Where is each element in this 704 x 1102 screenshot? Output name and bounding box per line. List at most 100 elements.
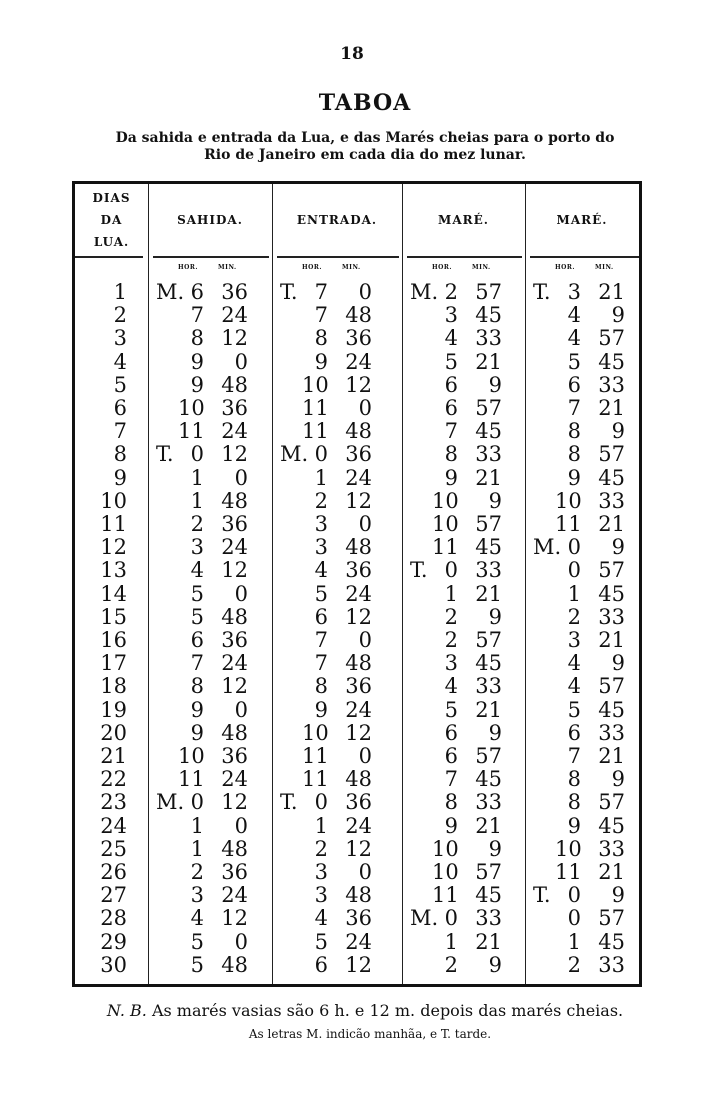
mare-1-minute: 9	[488, 372, 502, 397]
mare-2-hour: 8	[567, 442, 581, 467]
entrada-minute: 36	[345, 906, 372, 931]
mare-2-hour: 0	[567, 883, 581, 908]
sahida-minute: 36	[221, 744, 248, 768]
footnote: N. B. As marés vasias são 6 h. e 12 m. d…	[0, 1001, 704, 1020]
mare-1-minute: 21	[475, 465, 502, 490]
entrada-hour: 7	[314, 628, 328, 652]
mare-2-minute: 45	[598, 813, 625, 838]
mare-1-minute: 57	[475, 512, 502, 536]
mare-2-hour: 3	[567, 628, 581, 652]
entrada-hour: 3	[314, 860, 328, 884]
sahida-minute: 24	[221, 303, 248, 328]
mare-2-minute: 57	[598, 558, 625, 583]
subtitle-line-1: Da sahida e entrada da Lua, e das Marés …	[115, 130, 615, 146]
table-row: 29 5 0 5 24 1 21 1 45	[75, 929, 639, 955]
day-number: 21	[100, 744, 127, 768]
entrada-hour: 4	[314, 906, 328, 931]
page-title: TABOA	[318, 90, 412, 116]
day-number: 13	[100, 558, 127, 583]
mare-1-hour: 0	[444, 906, 458, 931]
mare-1-minute: 57	[475, 396, 502, 420]
mare-2-minute: 9	[611, 419, 625, 444]
sahida-minute: 48	[221, 372, 248, 397]
day-number: 30	[100, 952, 127, 977]
mare-2-minute: 21	[598, 860, 625, 884]
entrada-hour: 11	[302, 767, 329, 792]
entrada-minute: 48	[345, 535, 372, 560]
sahida-period: M.	[156, 280, 185, 304]
sahida-minute: 48	[221, 952, 248, 977]
sahida-minute: 0	[234, 697, 248, 722]
entrada-minute: 24	[345, 697, 372, 722]
sahida-hour: 11	[178, 419, 205, 444]
moon-tide-table: DIAS DA LUA. SAHIDA. ENTRADA. MARÉ. MARÉ…	[72, 181, 642, 987]
mare-2-minute: 33	[598, 952, 625, 977]
entrada-minute: 48	[345, 883, 372, 908]
sub-header-hour: HOR.	[432, 264, 452, 271]
sahida-minute: 24	[221, 883, 248, 908]
sahida-hour: 0	[190, 442, 204, 467]
sahida-hour: 9	[190, 697, 204, 722]
table-row: 13 4 12 4 36 T. 0 33 0 57	[75, 559, 639, 583]
mare-1-minute: 9	[488, 720, 502, 745]
entrada-hour: 8	[314, 326, 328, 351]
mare-1-minute: 21	[475, 813, 502, 838]
mare-2-minute: 21	[598, 628, 625, 652]
entrada-hour: 9	[314, 697, 328, 722]
mare-1-hour: 5	[444, 697, 458, 722]
mare-2-hour: 9	[567, 465, 581, 490]
day-number: 12	[100, 535, 127, 560]
day-number: 6	[113, 396, 127, 420]
sahida-minute: 24	[221, 651, 248, 676]
mare-1-minute: 45	[475, 535, 502, 560]
entrada-minute: 24	[345, 581, 372, 606]
mare-2-hour: 6	[567, 720, 581, 745]
mare-1-hour: 8	[444, 790, 458, 815]
sub-header-min: MIN.	[218, 264, 237, 271]
sahida-period: T.	[156, 442, 174, 467]
entrada-hour: 7	[314, 651, 328, 676]
entrada-hour: 10	[302, 372, 329, 397]
entrada-hour: 0	[314, 790, 328, 815]
entrada-hour: 10	[302, 720, 329, 745]
day-number: 11	[100, 512, 127, 536]
entrada-minute: 0	[358, 396, 372, 420]
sub-header-hour: HOR.	[302, 264, 322, 271]
mare-1-hour: 9	[444, 465, 458, 490]
entrada-minute: 24	[345, 929, 372, 954]
entrada-minute: 48	[345, 303, 372, 328]
sahida-period: M.	[156, 790, 185, 815]
day-number: 18	[100, 674, 127, 699]
sahida-minute: 12	[221, 442, 248, 467]
table-row: 26 2 36 3 0 10 57 11 21	[75, 861, 639, 885]
entrada-minute: 12	[345, 720, 372, 745]
mare-1-minute: 33	[475, 674, 502, 699]
mare-2-hour: 7	[567, 744, 581, 768]
day-number: 20	[100, 720, 127, 745]
mare-1-minute: 45	[475, 883, 502, 908]
header-rule	[530, 256, 639, 258]
mare-2-minute: 45	[598, 929, 625, 954]
table-row: 4 9 0 9 24 5 21 5 45	[75, 349, 639, 375]
mare-1-minute: 21	[475, 581, 502, 606]
footnote-prefix: N. B.	[106, 1001, 147, 1020]
entrada-hour: 6	[314, 604, 328, 629]
page-number: 18	[340, 44, 364, 64]
table-row: 25 1 48 2 12 10 9 10 33	[75, 836, 639, 862]
day-number: 27	[100, 883, 127, 908]
table-row: 15 5 48 6 12 2 9 2 33	[75, 604, 639, 630]
table-row: 28 4 12 4 36 M. 0 33 0 57	[75, 907, 639, 931]
mare-1-hour: 10	[432, 836, 459, 861]
column-divider	[148, 184, 149, 984]
mare-2-minute: 33	[598, 720, 625, 745]
entrada-hour: 9	[314, 349, 328, 374]
day-number: 4	[113, 349, 127, 374]
header-rule	[407, 256, 522, 258]
header-rule	[153, 256, 269, 258]
entrada-minute: 0	[358, 628, 372, 652]
header-mare-2: MARÉ.	[556, 213, 608, 227]
mare-2-hour: 3	[567, 280, 581, 304]
table-row: 21 10 36 11 0 6 57 7 21	[75, 745, 639, 769]
mare-1-hour: 2	[444, 952, 458, 977]
entrada-minute: 36	[345, 790, 372, 815]
